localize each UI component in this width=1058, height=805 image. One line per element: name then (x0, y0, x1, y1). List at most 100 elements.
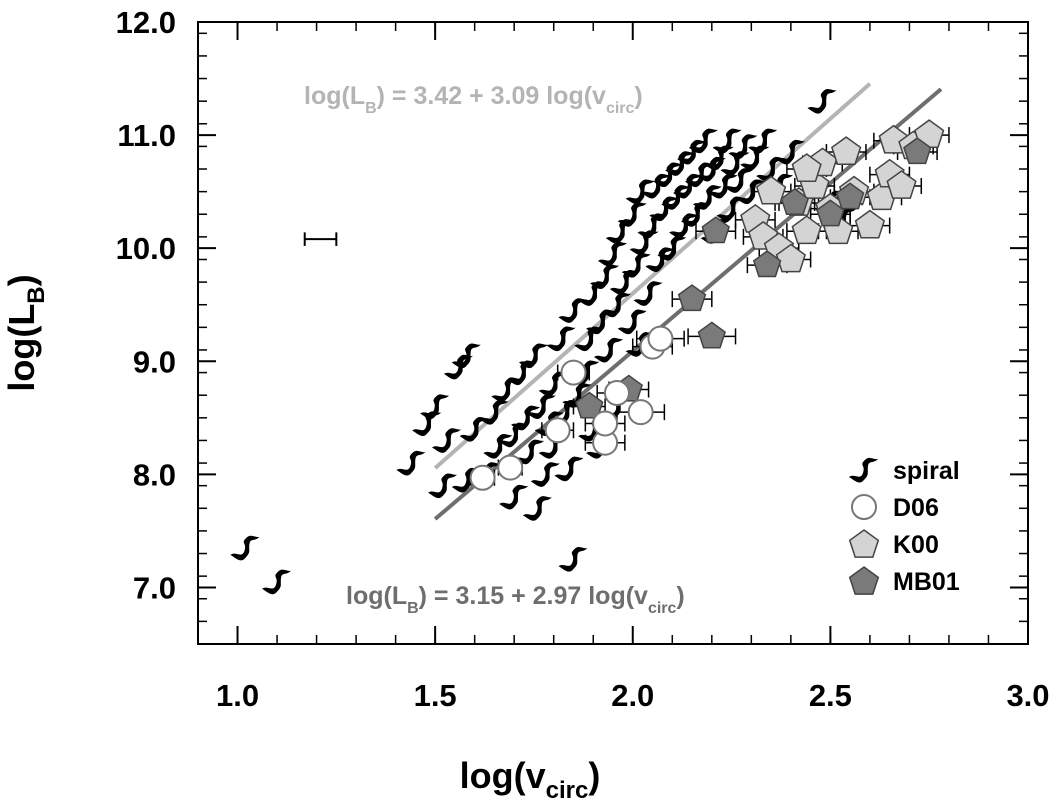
spiral-point (262, 569, 292, 595)
fit-line-spiral (433, 82, 872, 470)
legend-label-k00: K00 (893, 531, 939, 559)
spiral-point (522, 496, 552, 521)
spiral-point (499, 422, 529, 448)
mb01-point (697, 321, 726, 349)
spiral-point (554, 456, 584, 482)
spiral-point (617, 202, 647, 227)
k00-point (755, 175, 787, 205)
spiral-point (807, 89, 837, 114)
spiral-point (677, 139, 707, 165)
spiral-point (578, 281, 608, 306)
spiral-point (515, 439, 544, 465)
spiral-point (657, 236, 687, 261)
spiral-point (625, 179, 655, 205)
spiral-point (538, 433, 568, 459)
spiral-point (590, 264, 620, 289)
y-tick-label: 10.0 (116, 231, 176, 266)
d06-point (627, 399, 654, 426)
legend: spiral D06 K00 MB01 (848, 457, 960, 596)
k00-point (791, 215, 822, 245)
spiral-point (451, 343, 481, 369)
spiral-point (692, 185, 722, 210)
spiral-point (621, 253, 651, 278)
axis-ticks: 1.0 1.5 2.0 2.5 3.0 7.0 8.0 9.0 10.0 11.0 12.0 (116, 5, 1050, 713)
spiral-point (479, 400, 509, 425)
spiral-point (716, 196, 746, 222)
spiral-point (748, 128, 778, 154)
y-axis-title: log(LB) (1, 274, 50, 391)
mb01-point (780, 187, 809, 216)
y-tick-label: 12.0 (116, 5, 176, 40)
spiral-point (511, 405, 541, 431)
spiral-point (483, 433, 513, 459)
d06-point (560, 359, 587, 386)
spiral-point (562, 383, 592, 408)
spiral-point (594, 337, 624, 363)
plot-frame (197, 21, 1029, 645)
spiral-point (645, 247, 675, 272)
spiral-point (629, 230, 659, 256)
spiral-point (491, 377, 521, 403)
spiral-point (518, 343, 548, 369)
spiral-point (530, 462, 560, 487)
d06-point (603, 379, 630, 406)
spiral-point (637, 213, 667, 239)
spiral-point (230, 535, 260, 561)
data-points (230, 89, 950, 595)
legend-marker-d06 (851, 494, 877, 520)
spiral-point (684, 162, 714, 188)
spiral-point (740, 145, 770, 171)
fit-label-top: log(LB) = 3.42 + 3.09 log(vcirc) (304, 82, 643, 117)
spiral-point (673, 173, 703, 199)
mb01-point (575, 391, 604, 419)
spiral-point (598, 241, 627, 267)
spiral-point (724, 168, 754, 193)
typical-error-bar (303, 232, 338, 246)
spiral-point (507, 360, 537, 386)
mb01-point (835, 182, 865, 210)
k00-point (831, 136, 862, 165)
spiral-point (661, 185, 691, 210)
x-axis-title: log(vcirc) (460, 755, 601, 804)
spiral-point (558, 298, 588, 323)
spiral-point (688, 128, 718, 154)
legend-label-spiral: spiral (893, 457, 960, 485)
spiral-point (538, 371, 568, 397)
spiral-point (586, 433, 616, 459)
spiral-point (617, 309, 647, 335)
spiral-point (669, 213, 699, 239)
d06-point (647, 325, 674, 352)
mb01-point (752, 250, 782, 278)
spiral-point (443, 354, 473, 380)
spiral-point (396, 450, 426, 476)
k00-point (854, 209, 886, 239)
k00-point (886, 170, 917, 199)
spiral-point (728, 134, 758, 159)
spiral-point (641, 173, 671, 199)
x-tick-label: 2.5 (809, 678, 852, 713)
k00-point (775, 243, 806, 273)
spiral-point (708, 173, 738, 199)
spiral-point (756, 156, 786, 182)
x-tick-label: 1.5 (414, 678, 457, 713)
k00-point (791, 153, 822, 182)
spiral-point (459, 416, 489, 442)
d06-point (592, 410, 619, 437)
legend-marker-k00 (848, 529, 880, 558)
spiral-point (574, 326, 604, 352)
mb01-point (701, 216, 730, 244)
legend-markers (848, 457, 880, 595)
x-tick-label: 1.0 (216, 678, 259, 713)
spiral-point (499, 484, 529, 510)
spiral-point (526, 394, 556, 419)
spiral-point (451, 467, 481, 493)
spiral-point (546, 326, 576, 352)
spiral-point (649, 196, 679, 222)
y-tick-label: 9.0 (133, 344, 176, 379)
spiral-point (586, 309, 616, 335)
d06-point (544, 417, 571, 444)
x-tick-label: 3.0 (1006, 678, 1049, 713)
legend-label-mb01: MB01 (893, 568, 960, 596)
spiral-point (653, 162, 683, 188)
